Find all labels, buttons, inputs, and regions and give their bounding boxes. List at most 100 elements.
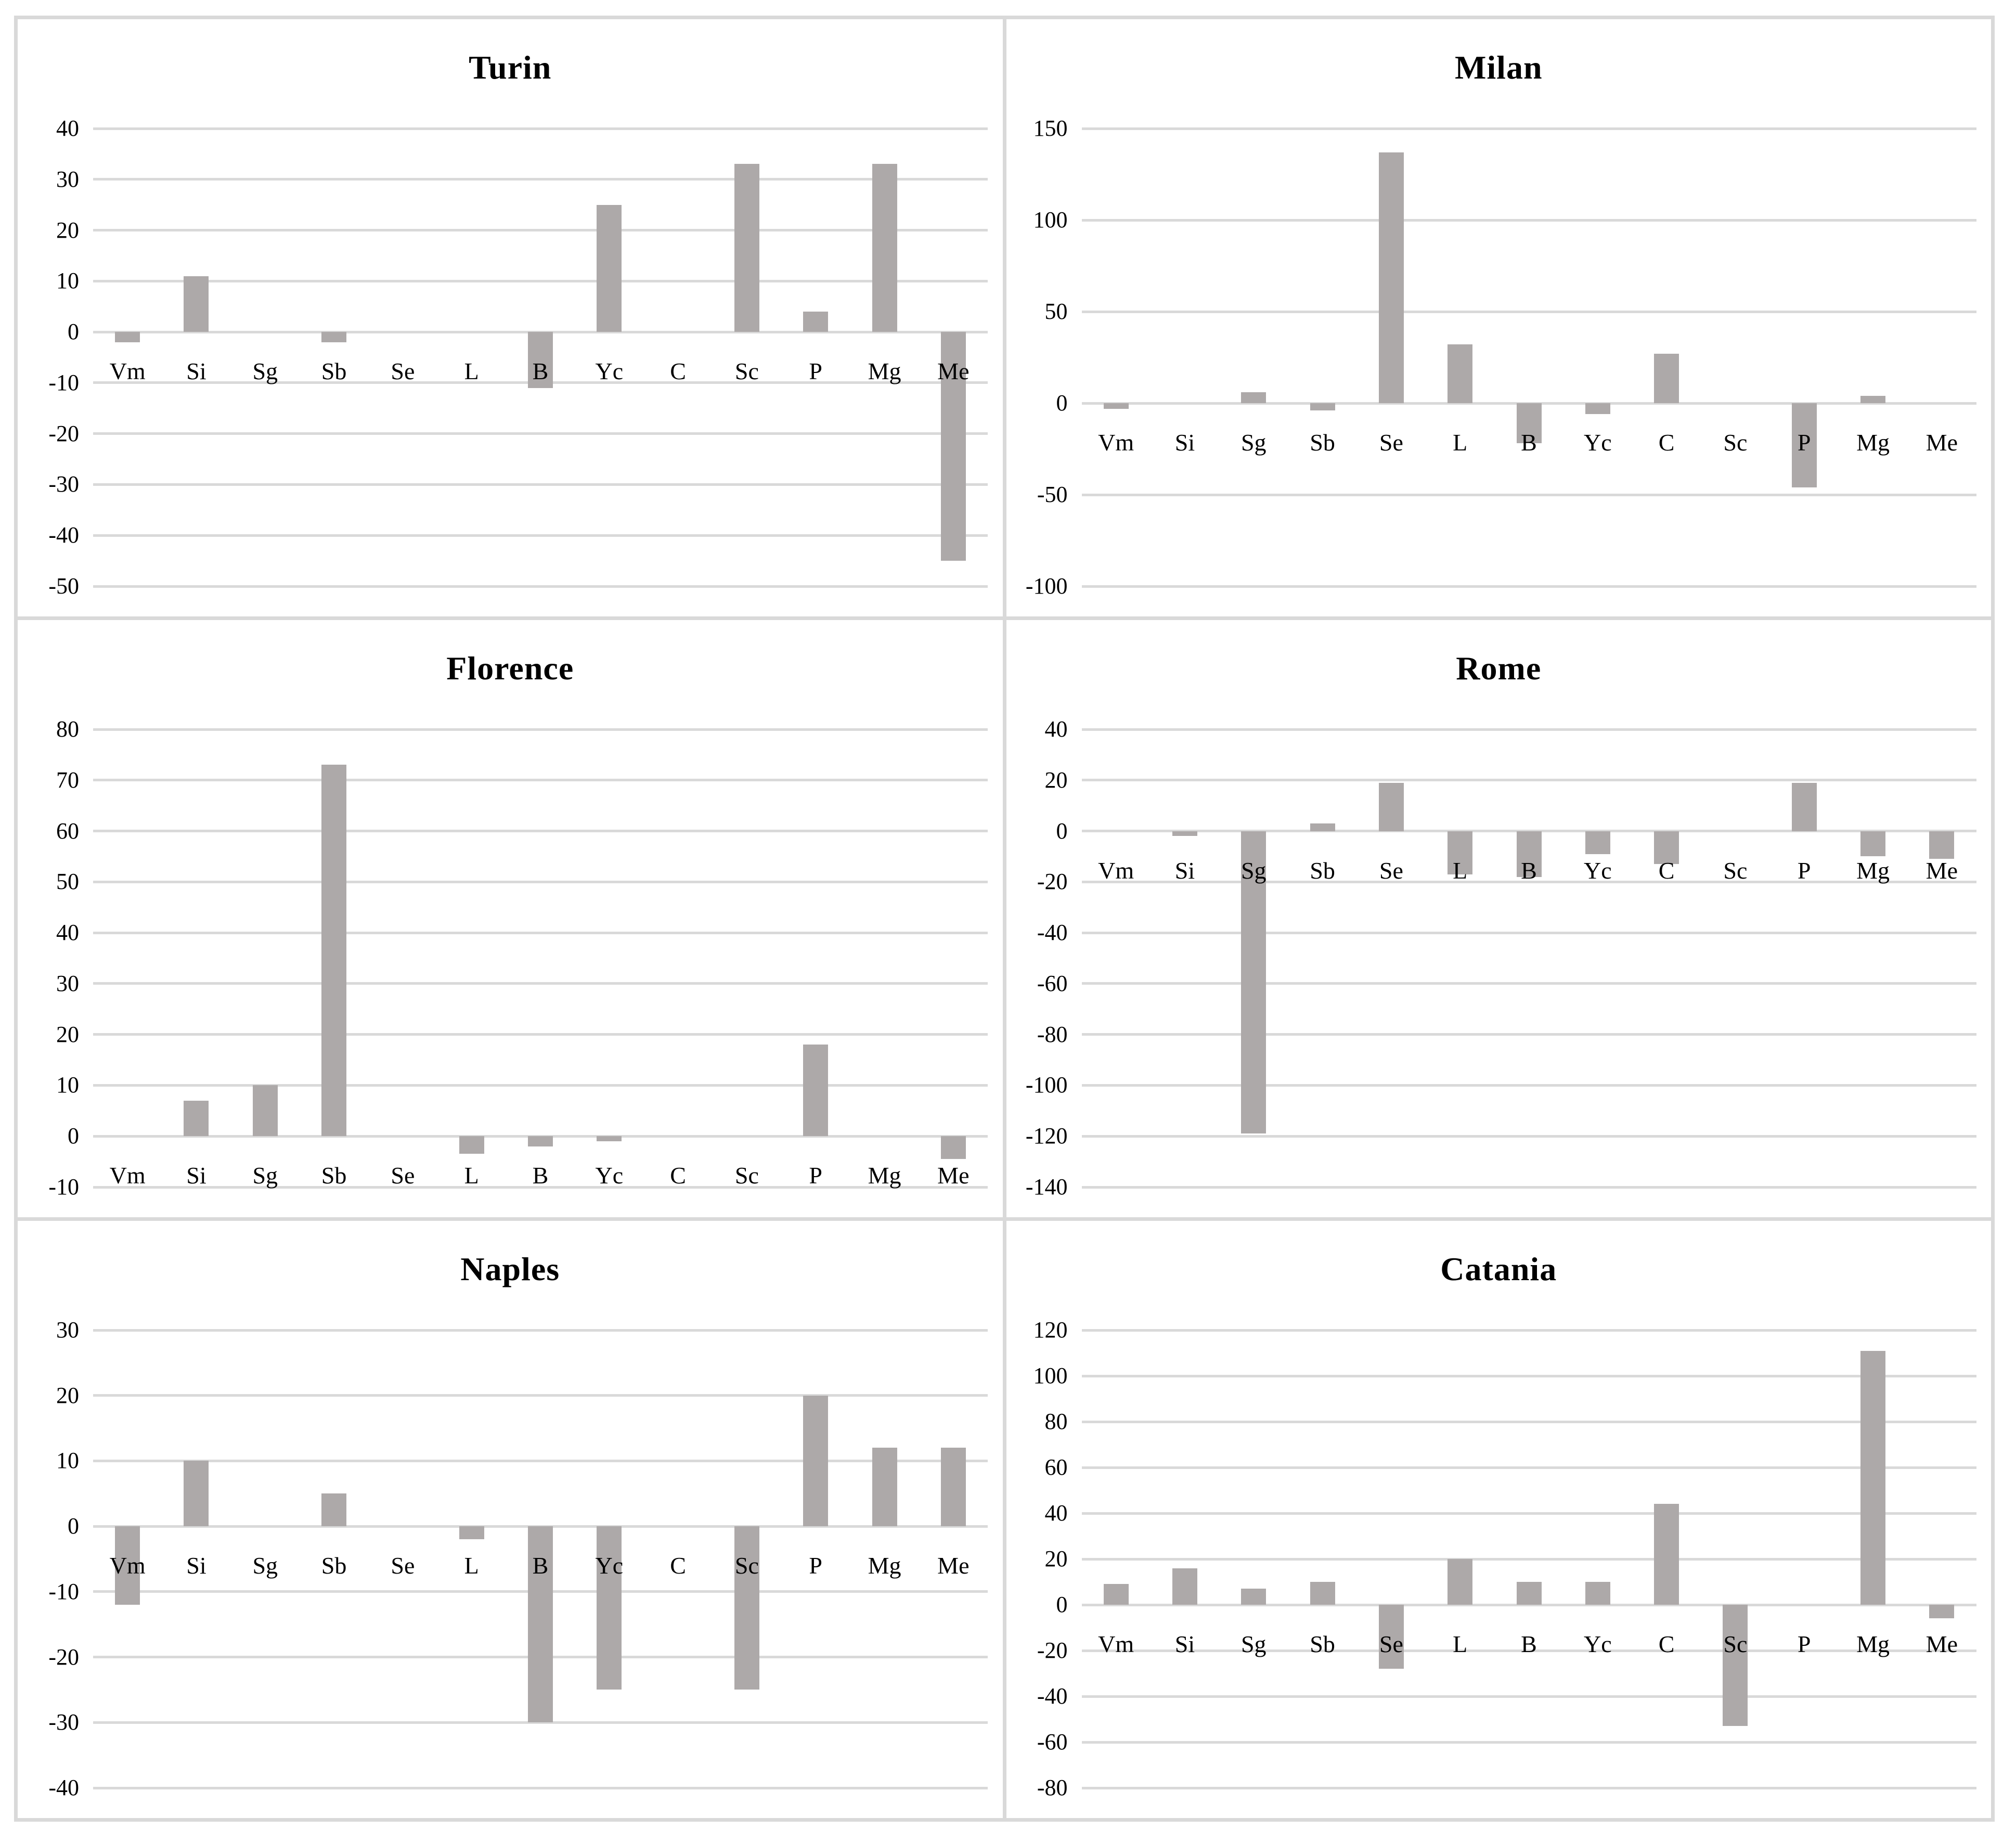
gridline	[1081, 1649, 1976, 1652]
y-tick-label: 40	[56, 920, 79, 946]
bar-Si	[184, 276, 209, 332]
x-category-label: Yc	[1583, 429, 1612, 456]
x-category-label: Me	[1925, 1631, 1958, 1657]
x-category-label: B	[1521, 1631, 1537, 1657]
gridline	[93, 1033, 988, 1036]
bar-Si	[184, 1100, 209, 1137]
gridline	[1081, 1374, 1976, 1377]
bar-Sc	[734, 164, 759, 332]
x-category-label: B	[532, 1552, 549, 1579]
y-tick-label: -20	[48, 420, 79, 446]
chart-panel-florence: Florence 80 70 60 50 40 30 20 10 0 -10 Vm Si Sg Sb Se L…	[18, 620, 1003, 1217]
x-category-label: Sg	[252, 358, 278, 385]
gridline	[93, 830, 988, 833]
gridline	[1081, 1557, 1976, 1561]
gridline	[93, 1459, 988, 1462]
x-category-label: Sc	[734, 358, 759, 385]
x-category-label: L	[464, 1162, 479, 1189]
y-tick-label: 10	[56, 268, 79, 294]
y-tick-label: 70	[56, 767, 79, 793]
y-tick-label: -20	[1037, 1638, 1068, 1663]
plot-area: 40 30 20 10 0 -10 -20 -30 -40 -50 Vm Si Sg Sb Se L B Yc C S…	[18, 19, 1003, 616]
x-category-label: Se	[1379, 1631, 1403, 1657]
x-category-label: Yc	[595, 358, 624, 385]
y-tick-label: -10	[48, 1174, 79, 1200]
x-category-label: Vm	[1098, 857, 1134, 884]
x-category-label: Se	[391, 1552, 415, 1579]
x-category-label: P	[809, 358, 822, 385]
bar-B	[528, 332, 553, 388]
y-tick-label: 60	[56, 818, 79, 844]
x-category-label: Sg	[252, 1162, 278, 1189]
y-tick-label: 0	[1056, 1592, 1068, 1617]
x-category-label: C	[670, 358, 686, 385]
x-category-label: Si	[186, 358, 206, 385]
bar-Me	[940, 332, 966, 561]
chart-panel-naples: Naples 30 20 10 0 -10 -20 -30 -40 Vm Si Sg Sb Se L B Yc…	[18, 1221, 1003, 1818]
gridline	[93, 432, 988, 435]
bar-B	[1516, 831, 1542, 877]
gridline	[93, 931, 988, 934]
gridline	[93, 534, 988, 537]
y-tick-label: 0	[68, 319, 79, 345]
chart-title: Naples	[460, 1251, 560, 1287]
bar-Vm	[1103, 403, 1129, 409]
y-tick-label: 20	[56, 1382, 79, 1408]
gridline	[1081, 880, 1976, 883]
bar-Sb	[321, 765, 347, 1137]
chart-title: Rome	[1456, 650, 1542, 687]
bar-Yc	[1585, 1582, 1610, 1605]
x-category-label: Sg	[1240, 1631, 1267, 1657]
y-tick-label: 50	[1044, 299, 1068, 324]
y-tick-label: -80	[1037, 1021, 1068, 1047]
x-category-label: Sb	[1310, 857, 1335, 884]
y-tick-label: -40	[48, 1775, 79, 1800]
x-category-label: B	[1521, 857, 1537, 884]
x-category-label: L	[464, 358, 479, 385]
y-tick-label: 40	[56, 115, 79, 141]
x-category-label: Me	[1925, 857, 1958, 884]
x-category-label: Si	[1174, 857, 1195, 884]
y-tick-label: -140	[1025, 1174, 1068, 1200]
y-tick-label: -100	[1025, 573, 1068, 599]
gridline	[1081, 1135, 1976, 1138]
bar-L	[1448, 344, 1473, 403]
x-category-label: Mg	[1856, 1631, 1890, 1657]
y-tick-label: -50	[1037, 482, 1068, 507]
x-category-label: Sc	[1723, 857, 1748, 884]
bar-Me	[940, 1136, 966, 1159]
y-tick-label: -20	[48, 1644, 79, 1670]
gridline	[1081, 1695, 1976, 1698]
bar-Me	[1929, 831, 1955, 859]
bar-Sb	[1310, 823, 1335, 831]
y-tick-label: -60	[1037, 1729, 1068, 1755]
plot-area: 120 100 80 60 40 20 0 -20 -40 -60 -80 Vm Si Sg Sb Se L B Y…	[1006, 1221, 1992, 1818]
y-tick-label: 30	[56, 1317, 79, 1343]
gridline	[93, 1185, 988, 1189]
bar-Sg	[1241, 1589, 1267, 1605]
bar-Mg	[872, 164, 897, 332]
gridline	[1081, 931, 1976, 934]
x-category-label: Sg	[1240, 857, 1267, 884]
x-category-label: Se	[1379, 429, 1403, 456]
x-category-label: Me	[937, 1162, 970, 1189]
gridline	[93, 1786, 988, 1789]
x-category-label: Sc	[1723, 429, 1748, 456]
y-tick-label: 10	[56, 1448, 79, 1474]
x-category-label: Vm	[1098, 429, 1134, 456]
gridline	[93, 1084, 988, 1087]
x-category-label: Si	[186, 1162, 206, 1189]
gridline	[1081, 310, 1976, 313]
x-category-label: C	[670, 1162, 686, 1189]
x-category-label: Vm	[109, 1162, 146, 1189]
x-category-label: B	[532, 1162, 549, 1189]
gridline	[93, 982, 988, 985]
x-category-label: Sb	[321, 358, 347, 385]
bar-Se	[1378, 782, 1404, 831]
bar-Me	[1929, 1605, 1955, 1619]
bar-P	[803, 1045, 829, 1137]
bar-Vm	[115, 1526, 140, 1605]
gridline	[1081, 1033, 1976, 1036]
bar-Mg	[872, 1448, 897, 1527]
gridline	[1081, 218, 1976, 222]
